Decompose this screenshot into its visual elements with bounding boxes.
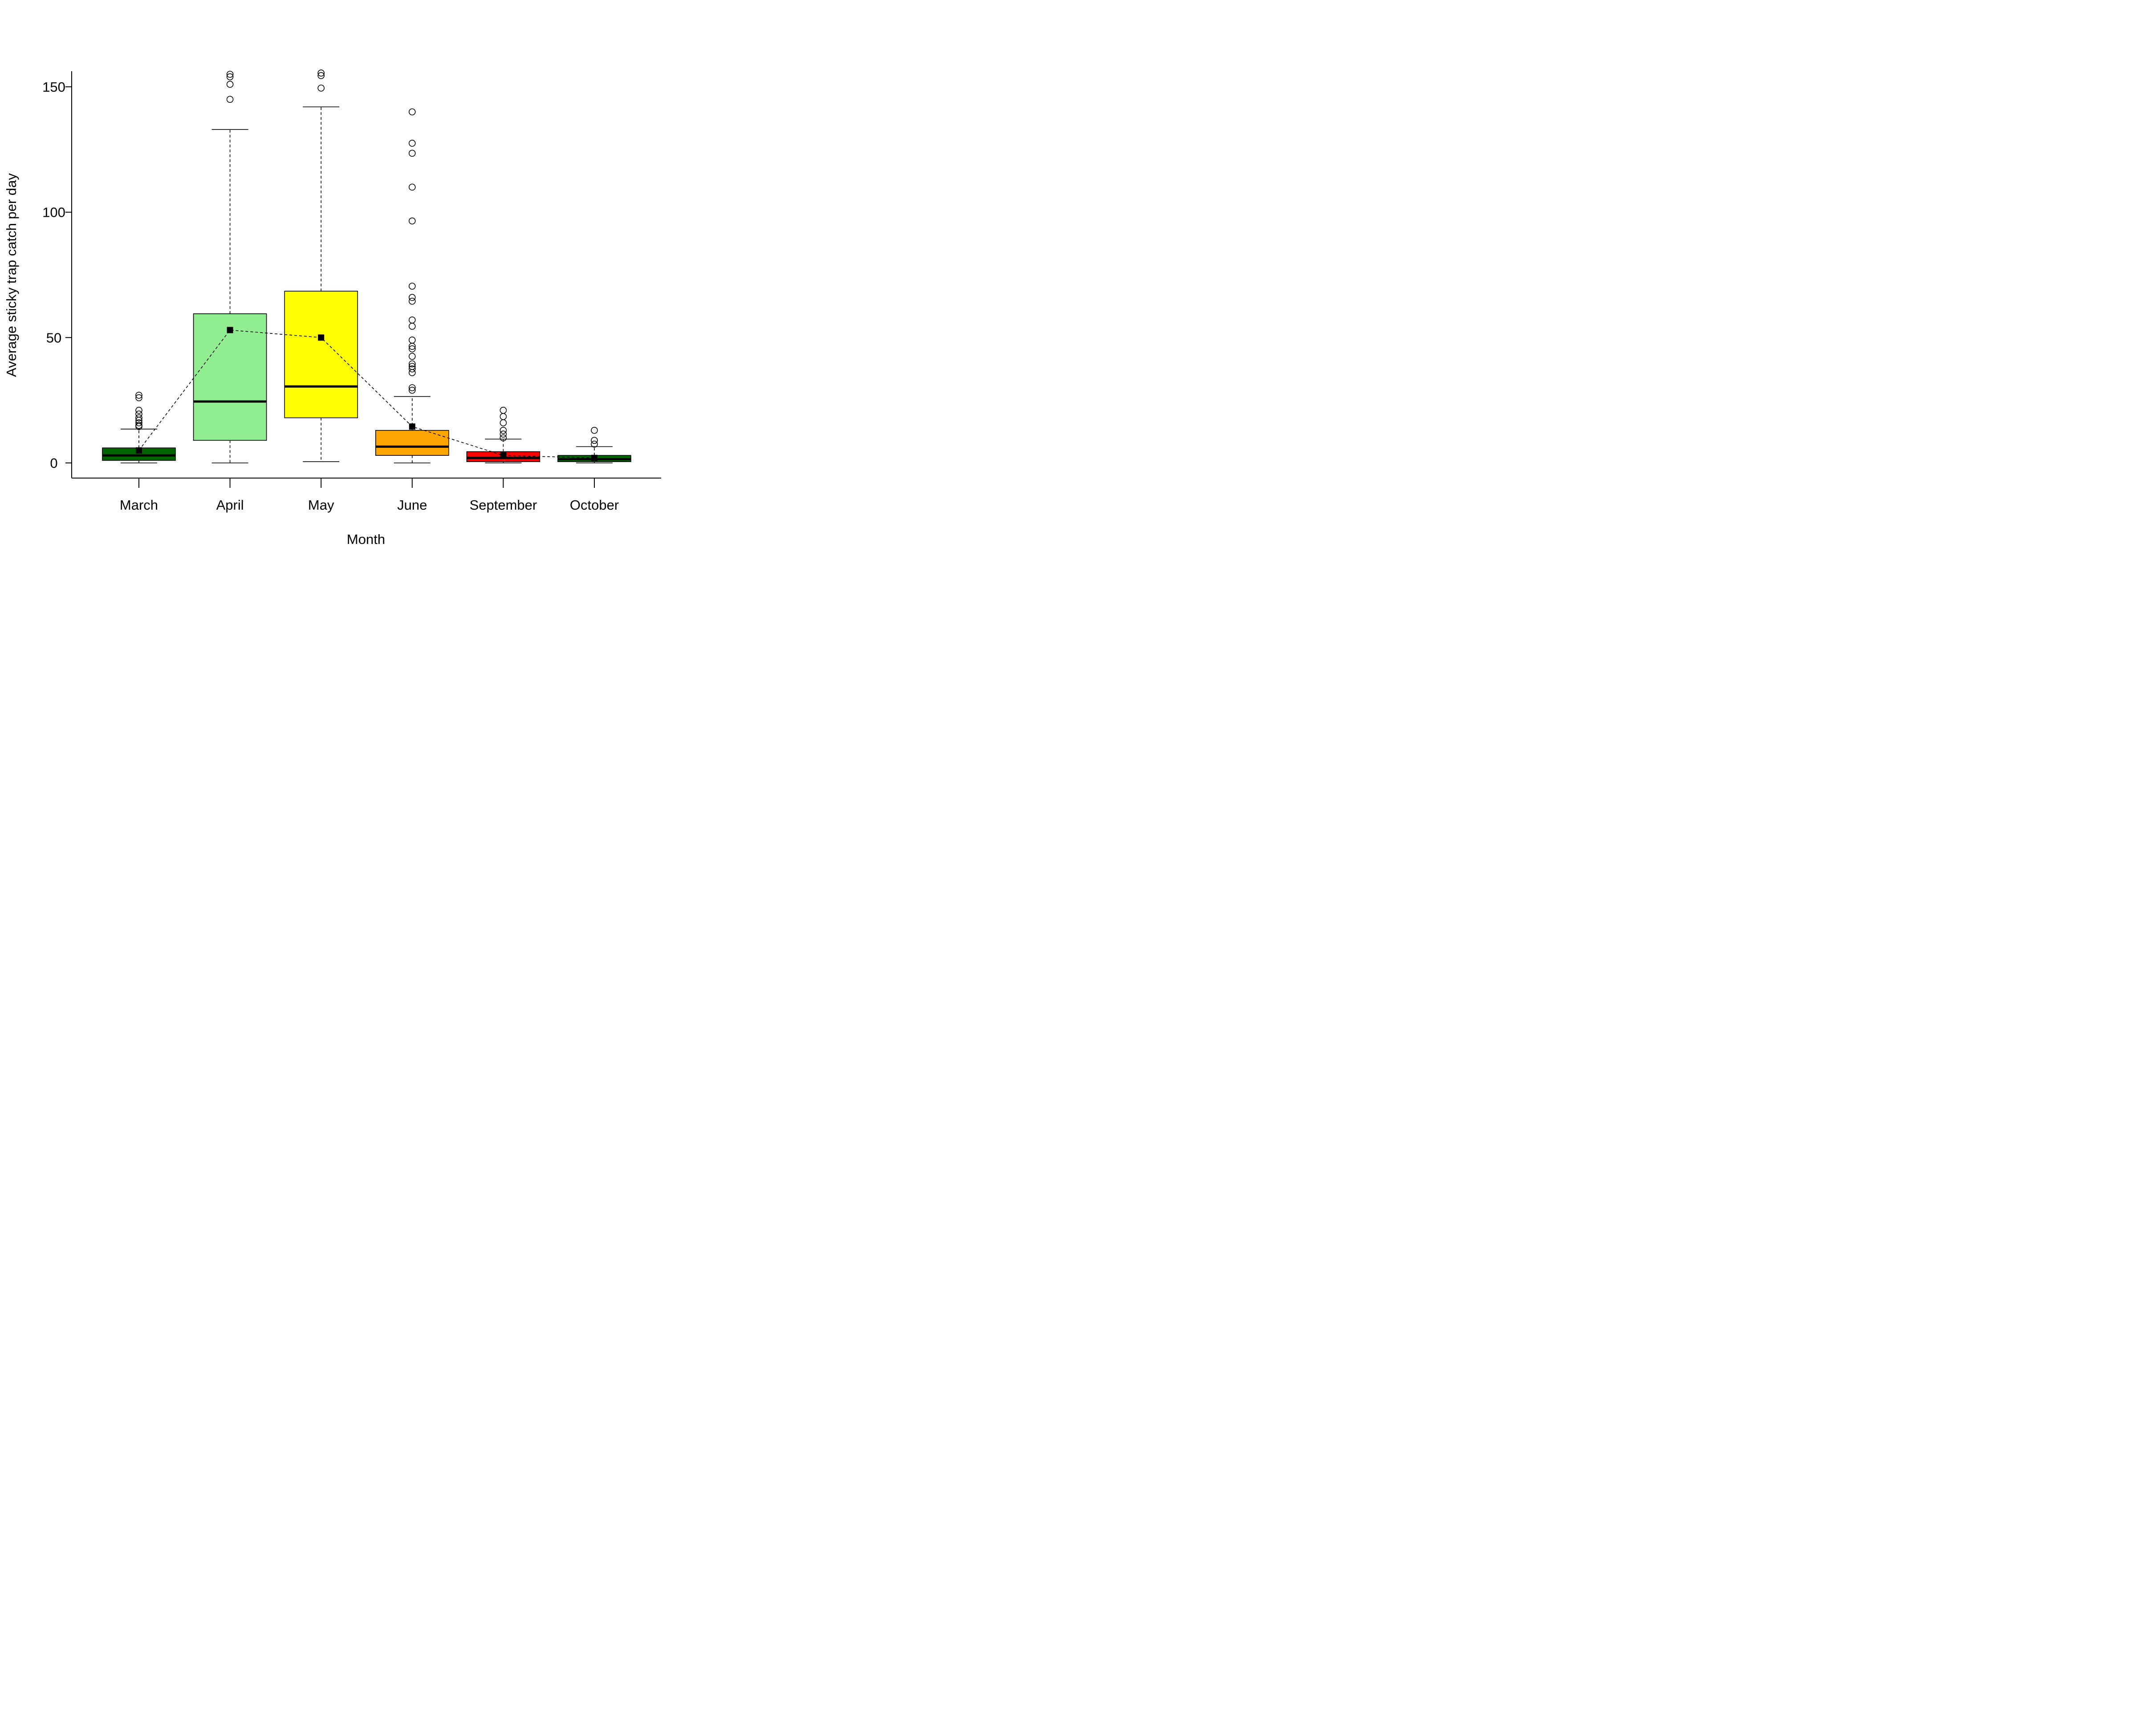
x-tick-label: May <box>308 497 334 513</box>
outlier-point <box>135 394 142 402</box>
x-tick-label: April <box>216 497 244 513</box>
outlier-point <box>408 150 416 157</box>
outlier-point <box>591 440 598 448</box>
outlier-point <box>500 430 507 438</box>
outlier-point <box>135 414 142 422</box>
outlier-point <box>135 419 142 426</box>
outlier-point <box>408 183 416 191</box>
mean-layer <box>136 327 597 461</box>
outlier-point <box>408 369 416 377</box>
outlier-point <box>500 434 507 442</box>
x-tick-label: March <box>120 497 158 513</box>
outlier-point <box>500 406 507 414</box>
outlier-point <box>317 72 325 79</box>
y-tick-label: 100 <box>42 205 65 220</box>
outlier-point <box>408 337 416 344</box>
outlier-point <box>408 297 416 305</box>
iqr-box <box>375 430 449 456</box>
y-tick-label: 0 <box>50 455 57 471</box>
x-tick-label: September <box>470 497 537 513</box>
outlier-point <box>135 406 142 414</box>
outlier-point <box>408 363 416 370</box>
outlier-point <box>317 69 325 77</box>
outlier-point <box>408 294 416 301</box>
outlier-point <box>408 345 416 353</box>
outlier-point <box>408 386 416 394</box>
y-tick-label: 150 <box>42 79 65 95</box>
outlier-point <box>408 108 416 116</box>
outlier-point <box>226 73 234 81</box>
iqr-box <box>284 291 358 418</box>
y-tick-label: 50 <box>46 330 61 345</box>
axes-layer: 0 50 100 150 March April May June September Octob… <box>42 71 661 513</box>
iqr-box <box>193 313 267 441</box>
outlier-point <box>408 365 416 373</box>
mean-marker <box>136 447 142 454</box>
box-may <box>284 69 358 462</box>
mean-marker <box>500 452 507 459</box>
boxplot-chart: 0 50 100 150 March April May June September Octob… <box>4 69 661 547</box>
boxes-layer <box>102 69 631 463</box>
outlier-point <box>408 353 416 360</box>
mean-marker <box>227 327 233 333</box>
outlier-point <box>408 384 416 391</box>
box-april <box>193 71 267 463</box>
outlier-point <box>408 360 416 368</box>
outlier-point <box>408 316 416 324</box>
outlier-point <box>226 71 234 78</box>
outlier-point <box>226 96 234 103</box>
x-tick-label: October <box>570 497 619 513</box>
x-axis-label: Month <box>347 531 385 547</box>
outlier-point <box>591 426 598 434</box>
outlier-point <box>135 410 142 418</box>
mean-marker <box>409 423 415 430</box>
outlier-point <box>408 217 416 225</box>
outlier-point <box>408 139 416 147</box>
outlier-point <box>135 422 142 429</box>
outlier-point <box>500 426 507 434</box>
outlier-point <box>408 323 416 330</box>
outlier-point <box>226 81 234 88</box>
outlier-point <box>408 283 416 290</box>
outlier-point <box>591 437 598 444</box>
box-june <box>375 108 449 463</box>
mean-trend-line <box>138 329 595 458</box>
outlier-point <box>500 413 507 420</box>
mean-marker <box>318 334 325 341</box>
chart-container: 0 50 100 150 March April May June September Octob… <box>0 0 693 564</box>
x-tick-label: June <box>397 497 427 513</box>
outlier-point <box>135 392 142 399</box>
outlier-point <box>500 419 507 426</box>
y-axis-label: Average sticky trap catch per day <box>4 173 19 377</box>
mean-marker <box>591 454 597 461</box>
outlier-point <box>317 85 325 92</box>
